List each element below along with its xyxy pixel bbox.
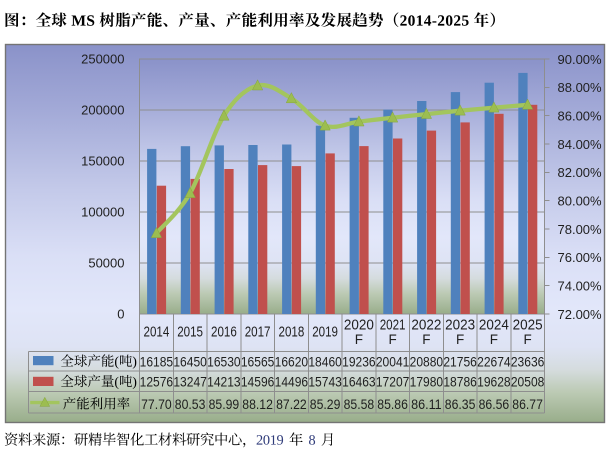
svg-text:15743: 15743 (308, 374, 342, 390)
svg-text:F: F (388, 332, 396, 347)
svg-text:80.00%: 80.00% (558, 194, 603, 209)
svg-text:2014: 2014 (144, 325, 170, 341)
svg-text:18460: 18460 (308, 353, 342, 369)
svg-text:150000: 150000 (81, 154, 124, 169)
svg-text:2015: 2015 (177, 325, 203, 341)
svg-text:50000: 50000 (88, 256, 124, 271)
svg-text:F: F (456, 332, 464, 347)
svg-text:16530: 16530 (207, 353, 241, 369)
svg-text:78.00%: 78.00% (558, 222, 603, 237)
svg-text:14213: 14213 (207, 374, 241, 390)
svg-text:2019: 2019 (312, 325, 338, 341)
svg-text:20041: 20041 (376, 353, 410, 369)
svg-text:F: F (490, 332, 498, 347)
svg-text:250000: 250000 (81, 52, 124, 67)
svg-text:85.86: 85.86 (377, 396, 408, 412)
svg-text:2025: 2025 (513, 317, 543, 333)
svg-text:72.00%: 72.00% (558, 307, 603, 322)
svg-text:86.00%: 86.00% (558, 109, 603, 124)
svg-text:16565: 16565 (241, 353, 275, 369)
svg-text:17207: 17207 (376, 374, 410, 390)
svg-text:19628: 19628 (477, 374, 511, 390)
svg-text:88.00%: 88.00% (558, 80, 603, 95)
svg-text:74.00%: 74.00% (558, 279, 603, 294)
svg-text:18786: 18786 (443, 374, 477, 390)
svg-text:90.00%: 90.00% (558, 52, 603, 67)
svg-text:0: 0 (117, 307, 124, 322)
svg-text:16185: 16185 (140, 353, 174, 369)
svg-text:80.53: 80.53 (175, 396, 206, 412)
svg-text:F: F (523, 332, 531, 347)
svg-text:2017: 2017 (245, 325, 271, 341)
svg-text:13247: 13247 (173, 374, 207, 390)
svg-text:16463: 16463 (342, 374, 376, 390)
svg-text:17980: 17980 (410, 374, 444, 390)
svg-text:12576: 12576 (140, 374, 174, 390)
svg-text:86.11: 86.11 (411, 396, 442, 412)
svg-text:21756: 21756 (443, 353, 477, 369)
svg-text:2021: 2021 (380, 317, 406, 333)
svg-text:2022: 2022 (411, 317, 441, 333)
svg-text:84.00%: 84.00% (558, 137, 603, 152)
svg-text:14596: 14596 (241, 374, 275, 390)
svg-text:16450: 16450 (173, 353, 207, 369)
svg-text:2023: 2023 (445, 317, 475, 333)
svg-text:77.70: 77.70 (141, 396, 172, 412)
svg-text:76.00%: 76.00% (558, 250, 603, 265)
svg-text:20880: 20880 (410, 353, 444, 369)
svg-text:2024: 2024 (479, 317, 509, 333)
svg-text:200000: 200000 (81, 103, 124, 118)
svg-text:22674: 22674 (477, 353, 511, 369)
svg-text:86.56: 86.56 (479, 396, 510, 412)
svg-text:100000: 100000 (81, 205, 124, 220)
svg-text:85.29: 85.29 (310, 396, 341, 412)
svg-text:23636: 23636 (511, 353, 545, 369)
svg-text:85.99: 85.99 (209, 396, 240, 412)
svg-text:F: F (355, 332, 363, 347)
svg-text:14496: 14496 (275, 374, 309, 390)
svg-text:2018: 2018 (279, 325, 305, 341)
svg-text:86.77: 86.77 (512, 396, 543, 412)
svg-text:88.12: 88.12 (242, 396, 273, 412)
svg-text:20508: 20508 (511, 374, 545, 390)
svg-text:82.00%: 82.00% (558, 165, 603, 180)
svg-text:F: F (422, 332, 430, 347)
svg-text:85.58: 85.58 (344, 396, 375, 412)
svg-text:87.22: 87.22 (276, 396, 307, 412)
svg-text:2020: 2020 (344, 317, 374, 333)
svg-text:16620: 16620 (275, 353, 309, 369)
svg-text:86.35: 86.35 (445, 396, 476, 412)
svg-text:2016: 2016 (211, 325, 237, 341)
svg-text:19236: 19236 (342, 353, 376, 369)
